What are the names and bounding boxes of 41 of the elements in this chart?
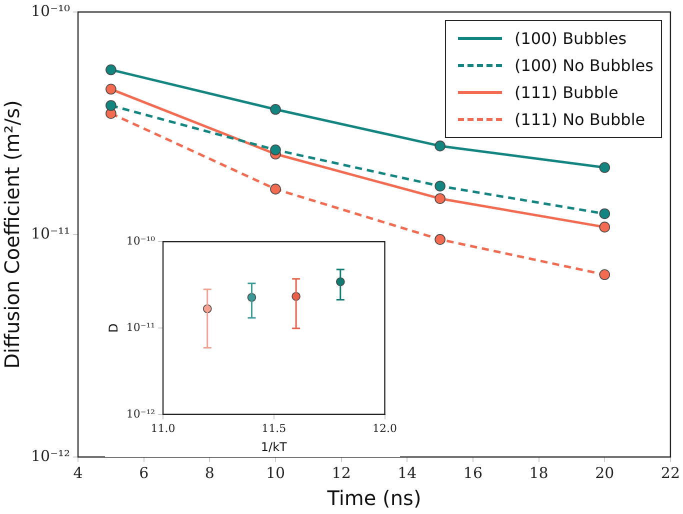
y-axis-title: D: [106, 323, 120, 333]
point: [270, 104, 281, 115]
legend-label: (100) Bubbles: [514, 29, 627, 48]
x-tick-label: 20: [595, 464, 614, 482]
point: [599, 162, 610, 173]
point: [434, 180, 446, 192]
x-tick-label: 12: [332, 464, 351, 482]
point: [434, 140, 446, 152]
x-axis-title: Time (ns): [326, 486, 422, 510]
legend-label: (111) No Bubble: [514, 110, 646, 129]
x-tick-label: 22: [660, 464, 680, 482]
point: [599, 269, 610, 280]
point: [599, 208, 610, 220]
y-tick-label: 10⁻¹⁰: [31, 2, 70, 20]
point: [106, 64, 116, 76]
x-tick-label: 11.0: [150, 422, 176, 435]
y-tick-label: 10⁻¹¹: [126, 320, 156, 334]
x-tick-label: 18: [529, 464, 548, 482]
x-tick-label: 8: [204, 464, 214, 482]
x-tick-label: 11.5: [262, 422, 286, 435]
point: [106, 100, 116, 111]
point: [434, 234, 446, 245]
point: [270, 144, 281, 156]
y-tick-label: 10⁻¹²: [31, 446, 70, 465]
point: [434, 193, 446, 204]
x-tick-label: 16: [463, 464, 483, 482]
y-axis-title: Diffusion Coefficient (m²/s): [0, 100, 24, 369]
x-axis-title: 1/kT: [260, 440, 288, 454]
point: [106, 84, 116, 95]
x-tick-label: 14: [398, 464, 417, 482]
y-tick-label: 10⁻¹⁰: [126, 234, 156, 248]
x-tick-label: 10: [266, 464, 286, 482]
y-tick-label: 10⁻¹²: [126, 407, 156, 420]
x-tick-label: 12.0: [372, 422, 398, 435]
legend-label: (111) Bubble: [514, 83, 618, 102]
x-tick-label: 4: [73, 464, 83, 482]
legend-label: (100) No Bubbles: [514, 56, 654, 75]
point: [270, 184, 281, 194]
point: [599, 222, 610, 232]
x-tick-label: 6: [139, 464, 149, 482]
y-tick-label: 10⁻¹¹: [31, 224, 70, 242]
